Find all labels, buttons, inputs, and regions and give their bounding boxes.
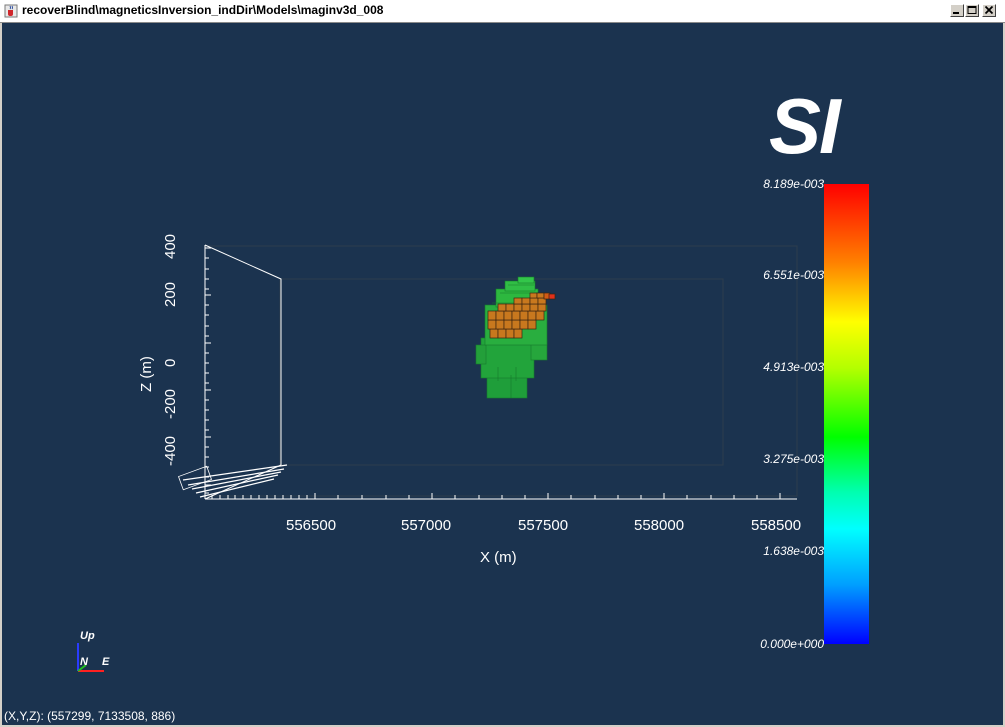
unit-title: SI [769,82,841,170]
x-tick-label: 557000 [401,517,452,534]
x-tick-label: 556500 [286,517,337,534]
3d-viewport[interactable]: 400 200 0 -200 -400 Z (m) 556500 557000 … [2,23,1003,725]
minimize-icon [953,12,959,14]
x-tick-label: 558500 [751,517,802,534]
colorbar-label: 1.638e-003 [763,544,824,558]
colorbar-label: 3.275e-003 [763,452,824,466]
z-tick-label: 200 [162,281,179,307]
maximize-button[interactable] [965,4,979,17]
x-tick-label: 558000 [634,517,685,534]
title-bar[interactable]: recoverBlind\magneticsInversion_indDir\M… [0,0,1005,23]
z-tick-label: -400 [162,435,179,466]
colorbar-label: 8.189e-003 [763,177,824,191]
coordinate-readout: (X,Y,Z): (557299, 7133508, 886) [4,709,176,723]
close-icon [984,5,994,15]
colorbar-label: 4.913e-003 [763,360,824,374]
z-tick-label: 0 [162,358,179,367]
z-axis-ticks [205,247,211,494]
minimize-button[interactable] [950,4,964,17]
x-tick-label: 557500 [518,517,569,534]
orientation-up-label: Up [80,630,95,642]
colorbar [824,184,869,644]
orientation-north-label: N [80,656,88,668]
z-tick-label: 400 [162,233,179,259]
maximize-icon [967,6,977,14]
z-axis-frame [204,244,282,500]
high-susceptibility-cells [487,292,556,339]
x-axis-title: X (m) [480,549,517,566]
orientation-east-label: E [102,656,110,668]
colorbar-label: 0.000e+000 [760,637,824,651]
axis-label-scribble [177,465,213,491]
close-button[interactable] [982,4,996,17]
java-cup-icon [4,4,18,18]
window-title: recoverBlind\magneticsInversion_indDir\M… [22,3,384,17]
z-tick-label: -200 [162,388,179,419]
x-axis [182,464,797,500]
z-axis-title: Z (m) [138,356,155,392]
colorbar-label: 6.551e-003 [763,268,824,282]
model-plot[interactable] [2,23,1003,725]
orientation-axes-icon [77,643,104,672]
